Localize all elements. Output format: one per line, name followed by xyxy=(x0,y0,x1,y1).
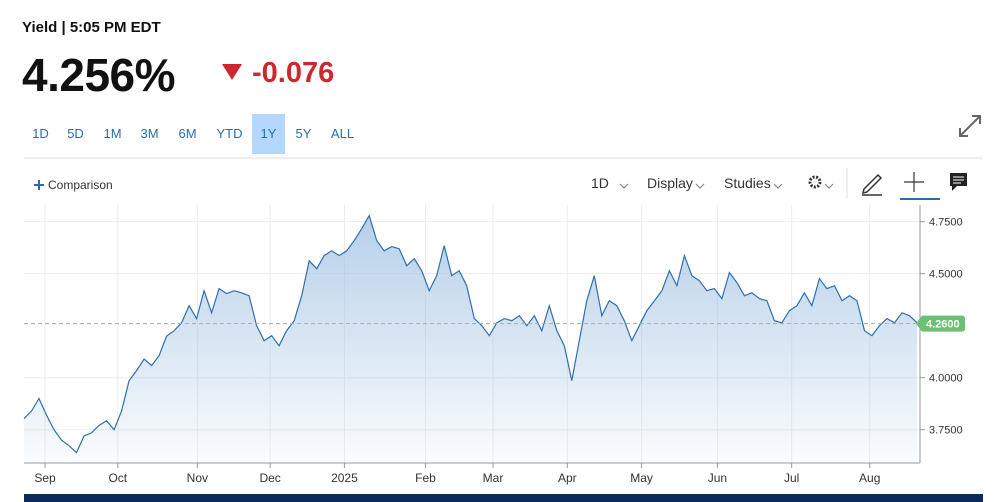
navigator-bar xyxy=(24,494,983,502)
x-tick-label: Jun xyxy=(708,471,727,485)
down-arrow xyxy=(222,64,242,80)
range-button[interactable]: ALL xyxy=(330,126,355,141)
crosshair-icon[interactable] xyxy=(904,172,924,192)
x-tick-label: Apr xyxy=(558,471,577,485)
comparison-button[interactable]: Comparison xyxy=(48,178,113,192)
interval-button[interactable]: 1D xyxy=(591,175,609,191)
x-tick-label: Jul xyxy=(784,471,799,485)
y-tick-label: 3.7500 xyxy=(929,425,963,437)
range-button[interactable]: 1Y xyxy=(252,114,285,154)
display-button[interactable]: Display xyxy=(647,175,693,191)
plus-icon[interactable] xyxy=(34,180,44,190)
line xyxy=(23,214,918,454)
x-tick-label: Feb xyxy=(415,471,436,485)
area xyxy=(24,215,917,463)
range-button[interactable]: 5D xyxy=(67,126,84,141)
y-tick-label: 4.0000 xyxy=(929,373,963,385)
x-tick-label: Sep xyxy=(34,471,56,485)
expand-icon[interactable] xyxy=(959,115,981,137)
x-tick-label: 2025 xyxy=(331,471,358,485)
settings-icon[interactable] xyxy=(808,175,822,189)
y-tick-label: 4.5000 xyxy=(929,269,963,281)
range-button[interactable]: YTD xyxy=(216,126,243,141)
price: 4.256% xyxy=(22,49,176,101)
x-tick-label: Nov xyxy=(187,471,208,485)
y-tick-label: 4.7500 xyxy=(929,217,963,229)
x-tick-label: Dec xyxy=(259,471,280,485)
x-tick-label: Mar xyxy=(483,471,504,485)
chevrons xyxy=(619,183,834,189)
x-tick-label: Oct xyxy=(108,471,127,485)
change: -0.076 xyxy=(252,57,335,89)
range-button[interactable]: 6M xyxy=(178,126,197,141)
title: Yield | 5:05 PM EDT xyxy=(22,19,161,36)
current-label: 4.2600 xyxy=(926,319,960,331)
range-button[interactable]: 3M xyxy=(140,126,159,141)
x-tick-label: Aug xyxy=(859,471,880,485)
current-label-box xyxy=(916,315,965,332)
studies-button[interactable]: Studies xyxy=(724,175,771,191)
range-button[interactable]: 1M xyxy=(103,126,122,141)
draw-icon[interactable] xyxy=(861,173,883,196)
comment-icon[interactable] xyxy=(950,173,967,191)
x-tick-label: May xyxy=(630,471,653,485)
range-button[interactable]: 5Y xyxy=(295,126,312,141)
range-button[interactable]: 1D xyxy=(32,126,49,141)
